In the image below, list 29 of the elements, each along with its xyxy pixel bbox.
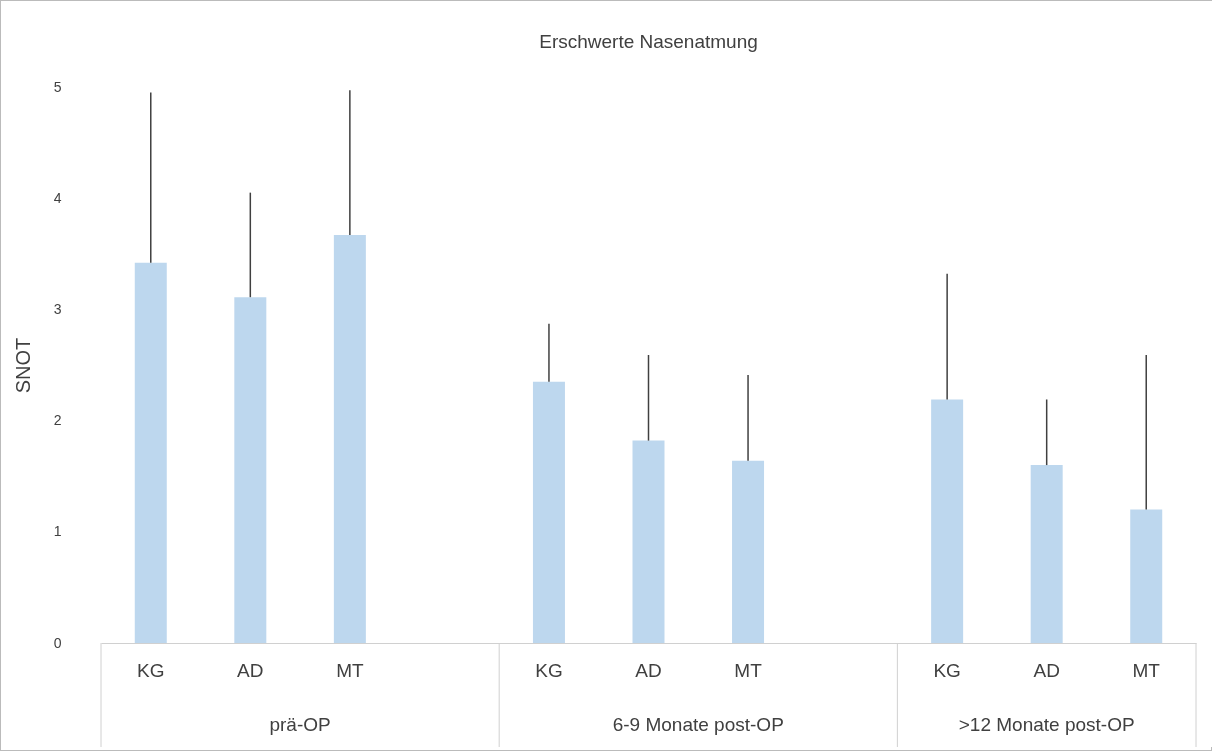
y-tick-label: 3 bbox=[53, 300, 62, 317]
y-tick-label: 0 bbox=[53, 634, 62, 651]
y-tick-label: 1 bbox=[53, 523, 62, 540]
bar bbox=[1130, 509, 1163, 643]
chart-title: Erschwerte Nasenatmung bbox=[539, 31, 758, 52]
y-tick-label: 5 bbox=[53, 78, 62, 95]
x-tick-label: MT bbox=[734, 659, 763, 681]
x-tick-label: KG bbox=[933, 659, 961, 681]
text: prä-OP bbox=[269, 714, 331, 735]
x-tick-label: AD bbox=[635, 659, 662, 681]
bar bbox=[234, 297, 267, 643]
y-tick-label: 2 bbox=[53, 412, 62, 429]
bar bbox=[1030, 465, 1063, 643]
text: >12 Monate post-OP bbox=[958, 714, 1135, 735]
bar bbox=[931, 399, 964, 643]
x-tick-label: MT bbox=[336, 659, 364, 681]
y-tick-label: 4 bbox=[53, 189, 62, 206]
bar bbox=[632, 440, 665, 643]
bar bbox=[134, 262, 167, 643]
x-tick-label: AD bbox=[1033, 659, 1060, 681]
x-tick-label: KG bbox=[137, 659, 165, 681]
x-tick-label: MT bbox=[1132, 659, 1161, 681]
x-tick-label: KG bbox=[535, 659, 563, 681]
x-tick-label: AD bbox=[237, 659, 264, 681]
bar bbox=[532, 381, 565, 643]
y-axis-title: SNOT bbox=[11, 337, 34, 394]
bar bbox=[333, 234, 366, 643]
text: 6-9 Monate post-OP bbox=[612, 714, 784, 735]
bar bbox=[732, 460, 765, 643]
